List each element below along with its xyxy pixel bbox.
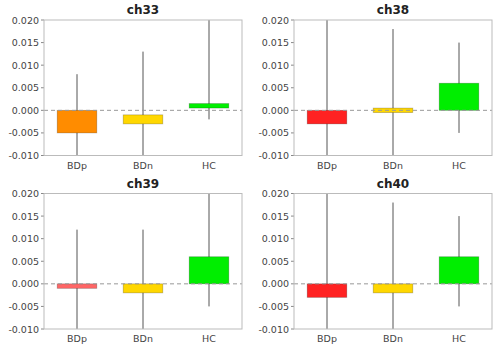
- x-tick-label: BDn: [383, 333, 403, 344]
- title: ch40: [377, 177, 409, 191]
- x-tick-label: BDp: [317, 333, 337, 344]
- x-tick-label: BDp: [67, 333, 87, 344]
- x-tick-label: HC: [452, 160, 466, 171]
- plot-frame: [44, 194, 242, 330]
- bar: [57, 110, 97, 133]
- bar: [189, 257, 229, 284]
- y-tick-label: -0.010: [8, 150, 39, 161]
- bar: [439, 83, 479, 110]
- x-tick-label: BDn: [383, 160, 403, 171]
- y-tick-label: 0.020: [12, 188, 39, 199]
- reference-line: [44, 110, 242, 111]
- reference-line: [44, 283, 242, 284]
- y-tick-label: 0.015: [12, 37, 39, 48]
- plot-frame: [44, 20, 242, 156]
- plot-area: [44, 194, 242, 330]
- x-tick-label: BDp: [67, 160, 87, 171]
- y-tick-label: 0.005: [262, 256, 289, 267]
- reference-line: [294, 110, 492, 111]
- y-tick-label: 0.000: [262, 278, 289, 289]
- plot-frame: [294, 194, 492, 330]
- whisker: [393, 29, 394, 155]
- y-tick-label: -0.010: [8, 324, 39, 335]
- whisker: [327, 20, 328, 156]
- title: ch38: [377, 3, 409, 17]
- panel: ch39 -0.010 -0.005 0.000 0.005 0.010 0.015 0.02…: [8, 177, 242, 345]
- bar: [123, 284, 163, 293]
- y-tick-label: -0.010: [258, 324, 289, 335]
- y-tick-label: 0.020: [262, 188, 289, 199]
- panel: ch33 -0.010 -0.005 0.000 0.005 0.010 0.015 0.02…: [8, 3, 242, 171]
- bar: [439, 257, 479, 284]
- y-tick-label: 0.010: [262, 60, 289, 71]
- bar: [189, 104, 229, 109]
- bar: [57, 284, 97, 289]
- y-tick-label: 0.020: [262, 15, 289, 26]
- y-tick-label: -0.005: [8, 301, 39, 312]
- figure: ch33 -0.010 -0.005 0.000 0.005 0.010 0.015 0.02…: [0, 0, 500, 347]
- title: ch39: [127, 177, 159, 191]
- y-tick-label: -0.005: [8, 127, 39, 138]
- x-tick-label: BDp: [317, 160, 337, 171]
- y-tick-label: 0.000: [12, 105, 39, 116]
- whisker: [209, 194, 210, 307]
- y-tick-label: 0.015: [12, 211, 39, 222]
- y-tick-label: 0.000: [262, 105, 289, 116]
- y-tick-label: -0.010: [258, 150, 289, 161]
- x-tick-label: BDn: [133, 160, 153, 171]
- plot-area: [294, 20, 492, 156]
- y-tick-label: 0.010: [12, 233, 39, 244]
- x-tick-label: HC: [452, 333, 466, 344]
- bar: [307, 284, 347, 298]
- plot-frame: [294, 20, 492, 156]
- plot-area: [294, 194, 492, 330]
- whisker: [77, 230, 78, 329]
- y-tick-label: 0.005: [262, 82, 289, 93]
- whisker: [143, 230, 144, 329]
- y-tick-label: -0.005: [258, 127, 289, 138]
- y-tick-label: 0.010: [12, 60, 39, 71]
- panel: ch38 -0.010 -0.005 0.000 0.005 0.010 0.015 0.02…: [258, 3, 492, 171]
- bar: [373, 284, 413, 293]
- plot-area: [44, 20, 242, 156]
- whisker: [393, 203, 394, 329]
- y-tick-label: 0.005: [12, 256, 39, 267]
- bar: [123, 115, 163, 124]
- panel: ch40 -0.010 -0.005 0.000 0.005 0.010 0.015 0.02…: [258, 177, 492, 345]
- whisker: [327, 194, 328, 330]
- reference-line: [294, 283, 492, 284]
- y-tick-label: 0.010: [262, 233, 289, 244]
- x-tick-label: BDn: [133, 333, 153, 344]
- y-tick-label: 0.015: [262, 37, 289, 48]
- whisker: [143, 52, 144, 156]
- y-tick-label: 0.000: [12, 278, 39, 289]
- y-tick-label: 0.005: [12, 82, 39, 93]
- y-tick-label: 0.015: [262, 211, 289, 222]
- x-tick-label: HC: [202, 160, 216, 171]
- x-tick-label: HC: [202, 333, 216, 344]
- y-tick-label: 0.020: [12, 15, 39, 26]
- bar: [307, 110, 347, 124]
- y-tick-label: -0.005: [258, 301, 289, 312]
- title: ch33: [127, 3, 159, 17]
